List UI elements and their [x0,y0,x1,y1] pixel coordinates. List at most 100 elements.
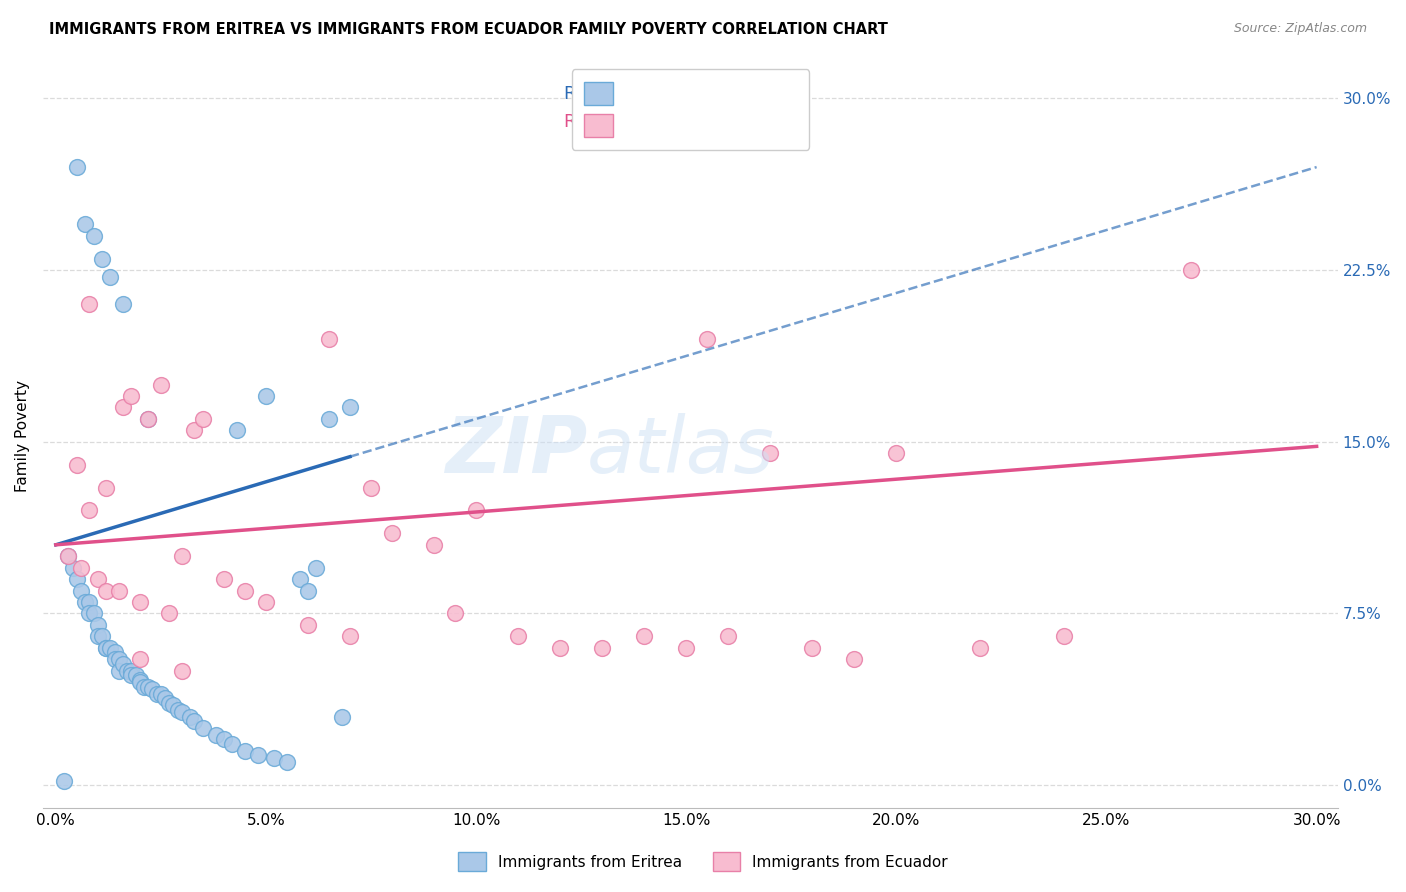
Text: R =: R = [564,85,603,103]
Point [128,673,150,687]
Point [225,423,247,437]
Point [120,389,142,403]
Point [79,503,101,517]
Point [112,401,135,415]
Point [318,332,340,346]
Point [1053,629,1076,643]
Point [66,458,89,472]
Point [83,607,105,621]
Point [254,389,277,403]
Point [969,640,991,655]
Point [141,681,163,696]
Point [120,664,142,678]
Point [591,640,613,655]
Legend:                               ,                               : , [572,70,810,150]
Point [124,668,146,682]
Point [254,595,277,609]
Point [233,744,256,758]
Text: 61: 61 [716,85,741,103]
Point [157,607,180,621]
Point [297,583,319,598]
Point [145,687,167,701]
Point [179,709,201,723]
Point [221,737,243,751]
Point [305,560,328,574]
Point [91,252,114,266]
Point [70,560,93,574]
Point [297,618,319,632]
Point [675,640,697,655]
Text: 45: 45 [716,113,741,131]
Point [91,629,114,643]
Point [117,664,139,678]
Point [58,549,80,564]
Point [170,705,193,719]
Point [128,595,150,609]
Point [548,640,571,655]
Point [53,773,76,788]
Point [87,629,110,643]
Point [339,629,361,643]
Point [330,709,353,723]
Point [183,423,205,437]
Legend: Immigrants from Eritrea, Immigrants from Ecuador: Immigrants from Eritrea, Immigrants from… [451,847,955,877]
Point [153,691,176,706]
Point [75,217,97,231]
Point [128,675,150,690]
Point [108,652,131,666]
Point [96,640,118,655]
Point [128,652,150,666]
Point [104,645,127,659]
Point [246,748,269,763]
Text: 0.174: 0.174 [616,85,672,103]
Point [1180,263,1202,277]
Point [444,607,467,621]
Point [288,572,311,586]
Point [170,664,193,678]
Point [696,332,718,346]
Text: R =: R = [564,113,603,131]
Point [633,629,655,643]
Point [104,652,127,666]
Point [108,583,131,598]
Point [844,652,866,666]
Point [506,629,529,643]
Point [100,269,122,284]
Point [112,297,135,311]
Point [886,446,908,460]
Point [360,481,382,495]
Point [87,618,110,632]
Point [83,228,105,243]
Point [136,412,159,426]
Point [96,481,118,495]
Point [62,560,84,574]
Point [263,750,285,764]
Point [339,401,361,415]
Point [108,664,131,678]
Point [58,549,80,564]
Point [120,668,142,682]
Point [212,572,235,586]
Text: ZIP: ZIP [444,413,586,489]
Point [149,687,172,701]
Point [79,595,101,609]
Point [717,629,740,643]
Point [157,696,180,710]
Point [136,680,159,694]
Point [70,583,93,598]
Point [212,732,235,747]
Point [465,503,488,517]
Point [132,680,155,694]
Point [191,721,214,735]
Point [96,640,118,655]
Text: 0.164: 0.164 [616,113,672,131]
Point [100,640,122,655]
Point [112,657,135,671]
Point [166,703,188,717]
Point [96,583,118,598]
Text: Source: ZipAtlas.com: Source: ZipAtlas.com [1233,22,1367,36]
Point [381,526,404,541]
Point [423,538,446,552]
Point [276,756,298,770]
Point [191,412,214,426]
